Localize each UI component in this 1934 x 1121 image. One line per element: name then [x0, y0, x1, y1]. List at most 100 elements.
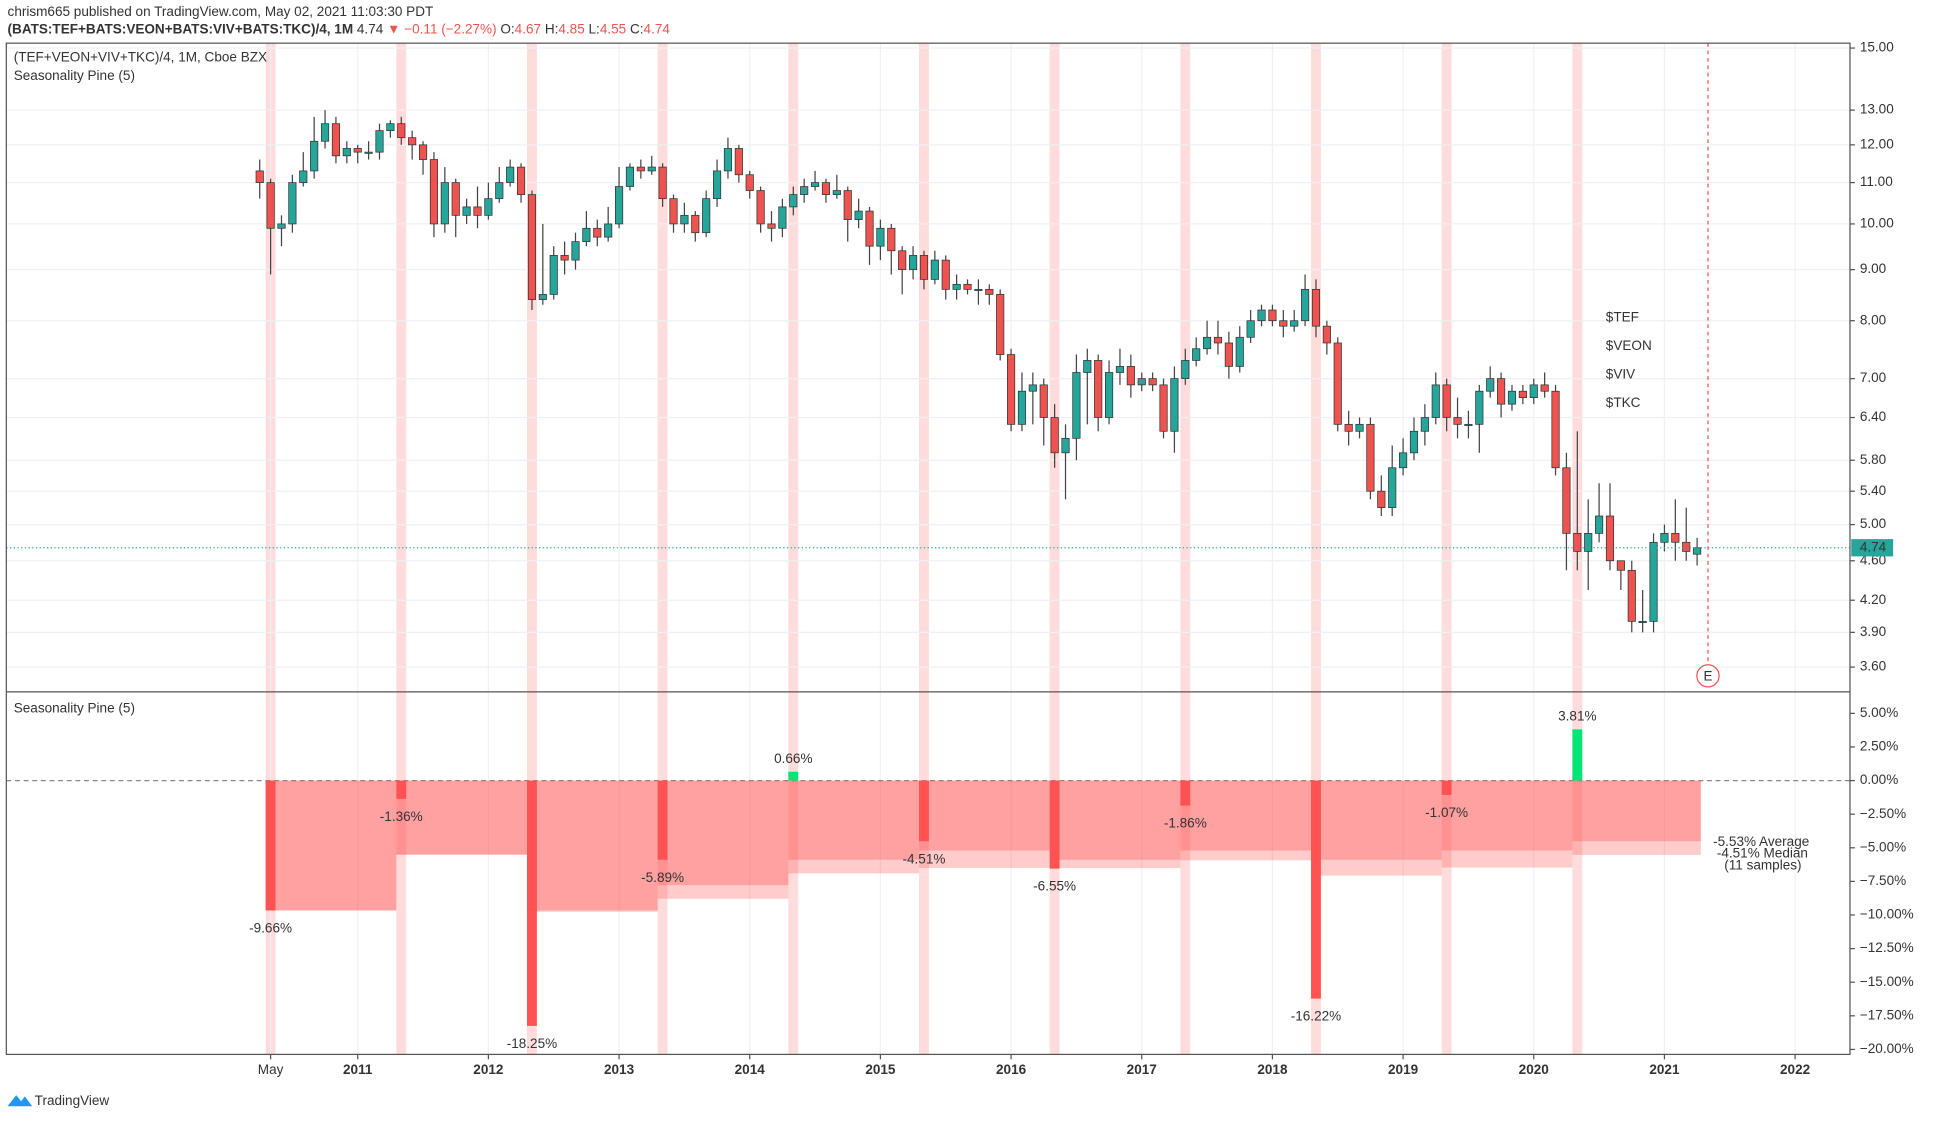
- pane-border: [5, 42, 1851, 1056]
- legend-label: -5.53% Average: [1713, 834, 1809, 849]
- annotation: $TEF: [1606, 310, 1639, 325]
- candle-body: [1660, 532, 1669, 543]
- candle-body: [843, 190, 852, 220]
- y-tick-label: −20.00%: [1860, 1041, 1914, 1056]
- candle-body: [1399, 452, 1408, 469]
- season-area: [265, 780, 397, 911]
- candle-body: [909, 255, 918, 270]
- candle-body: [451, 182, 460, 216]
- y-tick-label: 5.00: [1860, 516, 1886, 531]
- season-bar: [1311, 780, 1321, 999]
- y-tick-label: −10.00%: [1860, 907, 1914, 922]
- candle-body: [1192, 348, 1201, 361]
- candle-body: [941, 259, 950, 290]
- y-tick-label: 5.80: [1860, 452, 1886, 467]
- candle-body: [647, 166, 656, 172]
- season-area: [788, 780, 920, 860]
- y-tick-label: −17.50%: [1860, 1007, 1914, 1022]
- byline: chrism665 published on TradingView.com, …: [8, 4, 434, 19]
- candle-body: [680, 214, 689, 225]
- logo: TradingView: [35, 1093, 110, 1108]
- y-tick-label: −5.00%: [1860, 839, 1906, 854]
- season-bar: [265, 780, 276, 911]
- season-band: [657, 43, 668, 1055]
- candle-body: [397, 123, 406, 139]
- candle-body: [658, 166, 667, 200]
- h-label: H:: [545, 21, 559, 36]
- candle-body: [299, 170, 308, 183]
- y-tick-label: 6.40: [1860, 409, 1886, 424]
- last: 4.74: [357, 21, 384, 36]
- season-band: [396, 43, 407, 1055]
- y-tick-label: 12.00: [1860, 136, 1894, 151]
- season-band: [527, 43, 537, 1055]
- season-area: [1049, 780, 1181, 860]
- candle-body: [1083, 360, 1092, 373]
- candle-body: [331, 123, 341, 157]
- value-label: -4.51%: [902, 851, 945, 866]
- y-tick-label: 5.40: [1860, 483, 1886, 498]
- season-band: [1441, 43, 1452, 1055]
- value-label: -6.55%: [1033, 879, 1076, 894]
- season-area: [527, 780, 658, 912]
- candle-body: [1257, 309, 1266, 322]
- candle-body: [810, 182, 820, 187]
- candle-body: [756, 190, 765, 225]
- candle-body: [712, 170, 722, 200]
- candle-body: [1431, 384, 1440, 418]
- candle-body: [1453, 417, 1462, 425]
- candle-body: [963, 283, 972, 290]
- value-label: -9.66%: [249, 921, 292, 936]
- legend-note: (11 samples): [1724, 857, 1801, 872]
- candle-body: [1584, 532, 1593, 552]
- candle-body: [832, 190, 841, 195]
- candle-body: [702, 198, 711, 234]
- candle-body: [865, 210, 874, 247]
- candle-body: [1486, 378, 1495, 392]
- candle-body: [1159, 384, 1168, 432]
- candle-body: [1671, 532, 1680, 543]
- season-area: [1441, 780, 1573, 868]
- value-label: -1.07%: [1425, 805, 1468, 820]
- candle-body: [1682, 541, 1691, 552]
- candle-body: [266, 182, 275, 229]
- candle-body: [1595, 515, 1604, 534]
- season-area: [265, 780, 397, 911]
- season-area: [1049, 780, 1181, 869]
- season-band: [788, 43, 799, 1055]
- indicator-title: Seasonality Pine (5): [14, 701, 135, 716]
- season-band: [919, 43, 929, 1055]
- candle-body: [1377, 490, 1386, 508]
- season-area: [657, 780, 789, 886]
- candle-body: [1072, 372, 1081, 439]
- annotation: $TKC: [1606, 395, 1641, 410]
- x-tick-label: 2015: [865, 1062, 896, 1077]
- candle-body: [1181, 360, 1190, 380]
- x-tick-label: 2021: [1649, 1062, 1680, 1077]
- candle-body: [952, 283, 961, 290]
- candle-body: [1279, 320, 1288, 327]
- pane-title: (TEF+VEON+VIV+TKC)/4, 1M, Cboe BZX: [14, 50, 267, 65]
- candle-body: [1311, 288, 1321, 327]
- candle-body: [495, 182, 504, 200]
- candle-body: [582, 227, 591, 243]
- season-band: [1049, 43, 1060, 1055]
- season-area: [788, 780, 920, 874]
- y-tick-label: 3.60: [1860, 659, 1886, 674]
- season-band: [1180, 43, 1191, 1055]
- candle-body: [473, 206, 482, 216]
- candle-body: [571, 241, 580, 261]
- x-tick-label: 2013: [604, 1062, 635, 1077]
- season-area: [657, 780, 789, 899]
- symbol: (BATS:TEF+BATS:VEON+BATS:VIV+BATS:TKC)/4…: [8, 21, 354, 36]
- pane-subtitle: Seasonality Pine (5): [14, 68, 135, 83]
- candle-body: [538, 294, 547, 300]
- x-tick-label: 2019: [1388, 1062, 1419, 1077]
- candle-body: [277, 223, 286, 229]
- x-tick-label: 2012: [473, 1062, 503, 1077]
- candle-body: [1246, 320, 1255, 338]
- change: ▼ −0.11 (−2.27%): [387, 21, 497, 36]
- candle-body: [1540, 384, 1549, 392]
- season-area: [1311, 780, 1442, 860]
